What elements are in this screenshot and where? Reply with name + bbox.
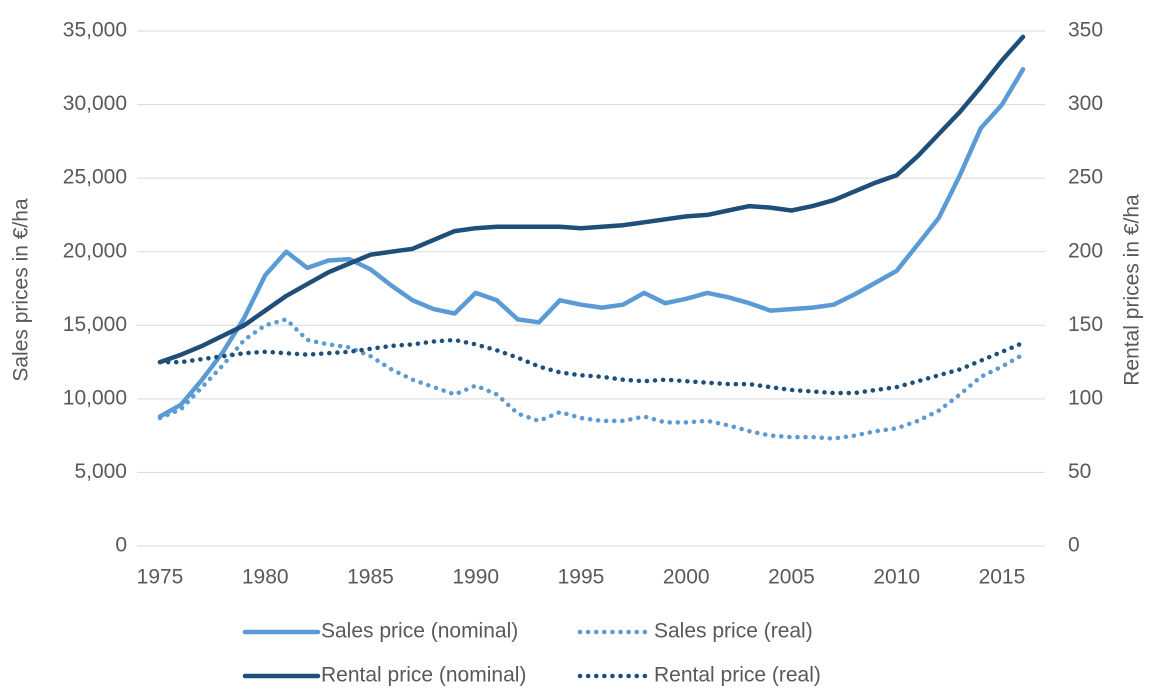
x-tick-label: 1995 (558, 566, 605, 589)
x-tick-label: 2000 (663, 566, 710, 589)
y2-axis-title: Rental prices in €/ha (1121, 194, 1144, 386)
x-tick-label: 1985 (347, 566, 394, 589)
y2-tick-label: 350 (1068, 19, 1103, 42)
y2-tick-label: 200 (1068, 239, 1103, 262)
series-line (157, 34, 1026, 365)
y2-tick-label: 150 (1068, 313, 1103, 336)
y-tick-label: 35,000 (63, 19, 127, 42)
y2-tick-label: 300 (1068, 92, 1103, 115)
series-line (157, 317, 1026, 441)
y2-tick-label: 50 (1068, 460, 1091, 483)
x-tick-label: 2005 (768, 566, 815, 589)
legend-label: Sales price (nominal) (321, 620, 518, 643)
legend-label: Rental price (real) (654, 664, 821, 687)
y-tick-label: 10,000 (63, 386, 127, 409)
y-tick-label: 0 (115, 534, 127, 557)
x-tick-label: 1975 (137, 566, 184, 589)
y-tick-label: 5,000 (74, 460, 127, 483)
y-tick-label: 25,000 (63, 166, 127, 189)
y-tick-label: 30,000 (63, 92, 127, 115)
legend-label: Sales price (real) (654, 620, 813, 643)
x-tick-label: 2010 (873, 566, 920, 589)
series-line (157, 67, 1026, 419)
y-axis-title: Sales prices in €/ha (10, 198, 33, 382)
y2-tick-label: 0 (1068, 534, 1080, 557)
y2-tick-label: 100 (1068, 386, 1103, 409)
series-line (157, 337, 1026, 396)
y-tick-label: 15,000 (63, 313, 127, 336)
x-tick-label: 1980 (242, 566, 289, 589)
x-tick-label: 1990 (452, 566, 499, 589)
legend-label: Rental price (nominal) (321, 664, 526, 687)
y-tick-label: 20,000 (63, 239, 127, 262)
x-tick-label: 2015 (979, 566, 1026, 589)
y2-tick-label: 250 (1068, 166, 1103, 189)
